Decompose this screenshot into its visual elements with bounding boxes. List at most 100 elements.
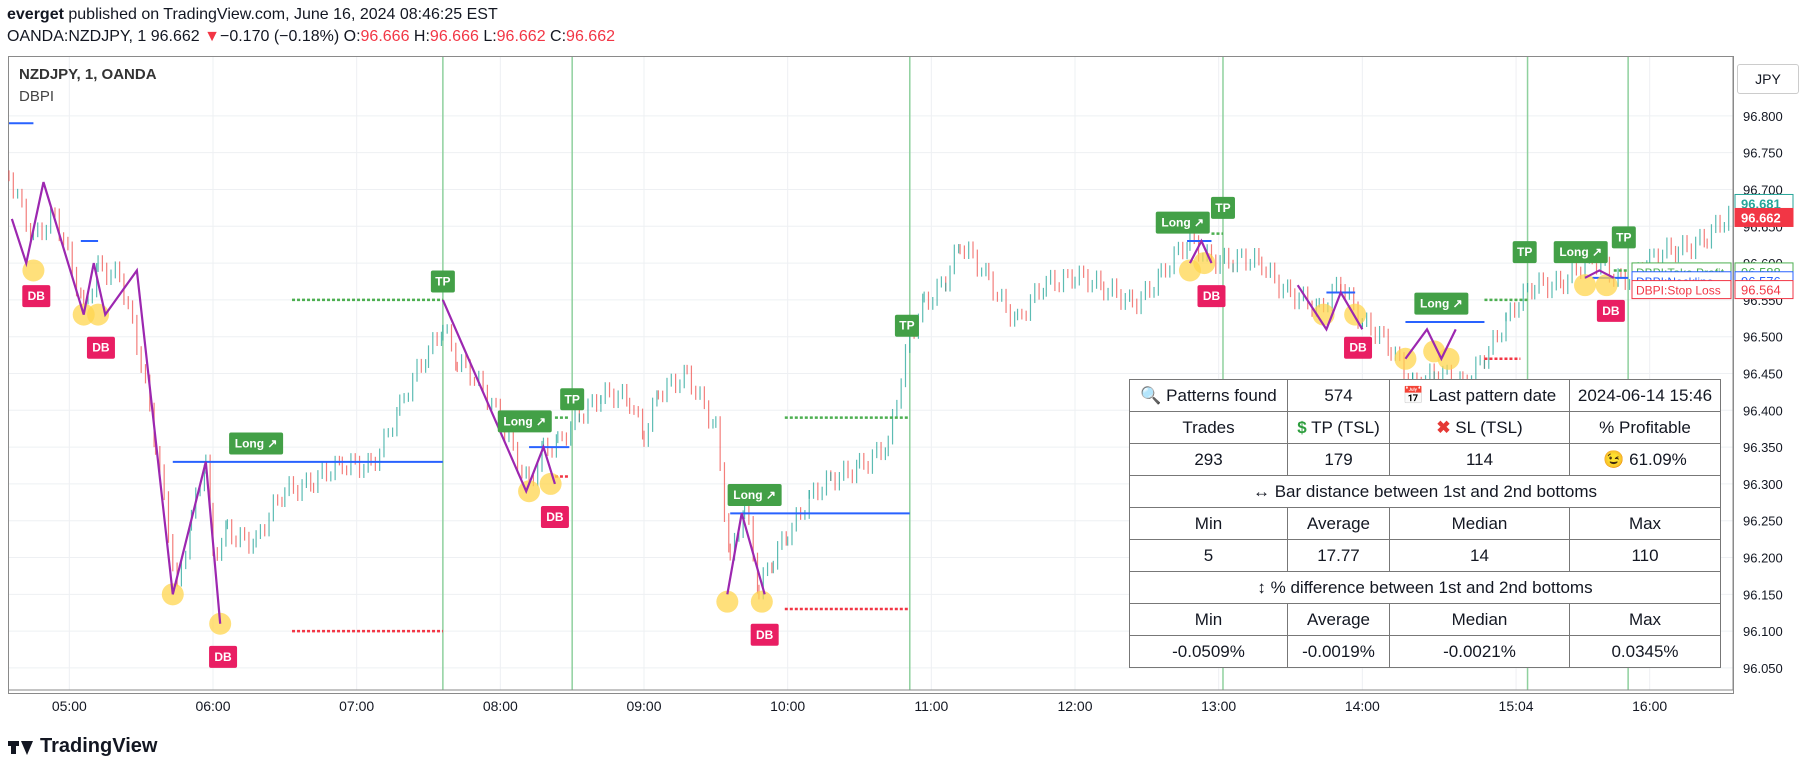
last-price-tag-box [1734,207,1794,227]
median-label: Median [1389,507,1570,540]
table-row: Min Average Median Max [1129,603,1721,636]
db-label-text: DB [1203,289,1221,303]
last-price-tag-text: 96.681 [1741,196,1781,211]
tp-label: TP [430,270,455,293]
last-price-tag-text: 96.662 [1741,210,1781,225]
y-tick-label: 96.800 [1743,109,1783,124]
bottom-marker [1595,274,1618,297]
tp-label-box [1512,241,1537,264]
x-tick-label: 07:00 [339,698,374,714]
max-label: Max [1569,507,1721,540]
db-label-box [1344,336,1373,359]
db-label-text: DB [756,628,774,642]
db-label-box [22,285,51,308]
bottom-marker [1193,252,1216,275]
average-label: Average [1287,603,1390,636]
tp-label-box [560,388,585,411]
y-tick-label: 96.050 [1743,661,1783,676]
long-label-box [1155,211,1210,234]
dollar-icon: $ [1297,417,1307,437]
tp-label: TP [1611,226,1636,249]
table-row: ↕ % difference between 1st and 2nd botto… [1129,571,1721,604]
y-tick-label: 96.100 [1743,624,1783,639]
open-label: O: [343,28,361,45]
long-label-text: Long ↗ [733,488,776,502]
profitable-cell: 😉 61.09% [1569,443,1721,476]
pd-max-value: 0.0345% [1569,635,1721,668]
y-tick-label: 96.500 [1743,330,1783,345]
table-row: Min Average Median Max [1129,507,1721,540]
high-value: 96.666 [429,28,479,45]
tp-label-text: TP [1215,201,1230,215]
db-label-text: DB [214,650,232,664]
y-tick-label: 96.400 [1743,403,1783,418]
pct-diff-title: ↕ % difference between 1st and 2nd botto… [1129,571,1721,604]
long-label: Long ↗ [727,483,782,506]
table-row: 293 179 114 😉 61.09% [1129,443,1721,476]
db-label: DB [750,623,779,646]
long-label-text: Long ↗ [1559,245,1602,259]
last-price-tag: 96.662 [1734,207,1794,227]
pattern-line [1188,238,1213,264]
db-label: DB [209,645,238,668]
tradingview-logo-icon [8,739,34,755]
x-tick-label: 05:00 [52,698,87,714]
pattern-line [10,181,222,624]
close-value: 96.662 [566,28,615,45]
author-name[interactable]: everget [7,6,64,23]
tp-label-box [430,270,455,293]
x-tick-label: 06:00 [195,698,230,714]
close-label: C: [550,28,567,45]
pd-min-value: -0.0509% [1129,635,1288,668]
long-label: Long ↗ [1553,241,1608,264]
calendar-icon: 📅 [1402,385,1424,405]
x-tick-label: 09:00 [626,698,661,714]
db-label-text: DB [546,510,564,524]
sl-tag-label-box [1631,280,1732,300]
tp-label: TP [1210,196,1235,219]
indicator-label[interactable]: DBPI [19,88,55,105]
bottom-marker [1344,303,1367,326]
last-date-label-cell: 📅 Last pattern date [1389,379,1570,412]
db-label: DB [1596,299,1625,322]
tp-value: 179 [1287,443,1390,476]
long-label-text: Long ↗ [235,436,278,450]
patterns-found-label-cell: 🔍 Patterns found [1129,379,1288,412]
db-label: DB [1344,336,1373,359]
bottom-marker [22,259,45,282]
long-label-text: Long ↗ [1420,297,1463,311]
tp-label-box [1611,226,1636,249]
symbol-label: OANDA:NZDJPY, 1 [7,28,147,45]
db-label-text: DB [28,289,46,303]
y-tick-label: 96.300 [1743,477,1783,492]
x-tick-label: 08:00 [483,698,518,714]
last-price: 96.662 [150,28,200,45]
profitable-value: 61.09% [1629,449,1687,469]
tp-label-cell: $ TP (TSL) [1287,411,1390,444]
currency-button[interactable]: JPY [1737,64,1799,94]
tradingview-logo[interactable]: TradingView [8,735,157,758]
tp-label-box [1210,196,1235,219]
db-label: DB [22,285,51,308]
y-tick-label: 96.150 [1743,587,1783,602]
long-label-box [1553,241,1608,264]
pattern-line [1296,284,1364,332]
open-value: 96.666 [360,28,410,45]
long-label-box [497,410,552,433]
average-label: Average [1287,507,1390,540]
table-row: Trades $ TP (TSL) ✖ SL (TSL) % Profitabl… [1129,411,1721,444]
tp-label-text: TP [1616,230,1631,244]
bottom-marker [539,472,562,495]
quote-line: OANDA:NZDJPY, 1 96.662 ▼−0.170 (−0.18%) … [7,28,615,46]
bottom-marker [716,590,739,613]
publish-header: everget published on TradingView.com, Ju… [7,6,498,24]
long-label-text: Long ↗ [503,414,546,428]
chart-legend-title[interactable]: NZDJPY, 1, OANDA [19,66,157,83]
tp-label-text: TP [565,392,580,406]
long-label: Long ↗ [229,432,284,455]
table-row: -0.0509% -0.0019% -0.0021% 0.0345% [1129,635,1721,668]
y-tick-label: 96.750 [1743,146,1783,161]
sl-label: SL (TSL) [1455,417,1523,437]
tp-label-box [894,314,919,337]
bd-min-value: 5 [1129,539,1288,572]
